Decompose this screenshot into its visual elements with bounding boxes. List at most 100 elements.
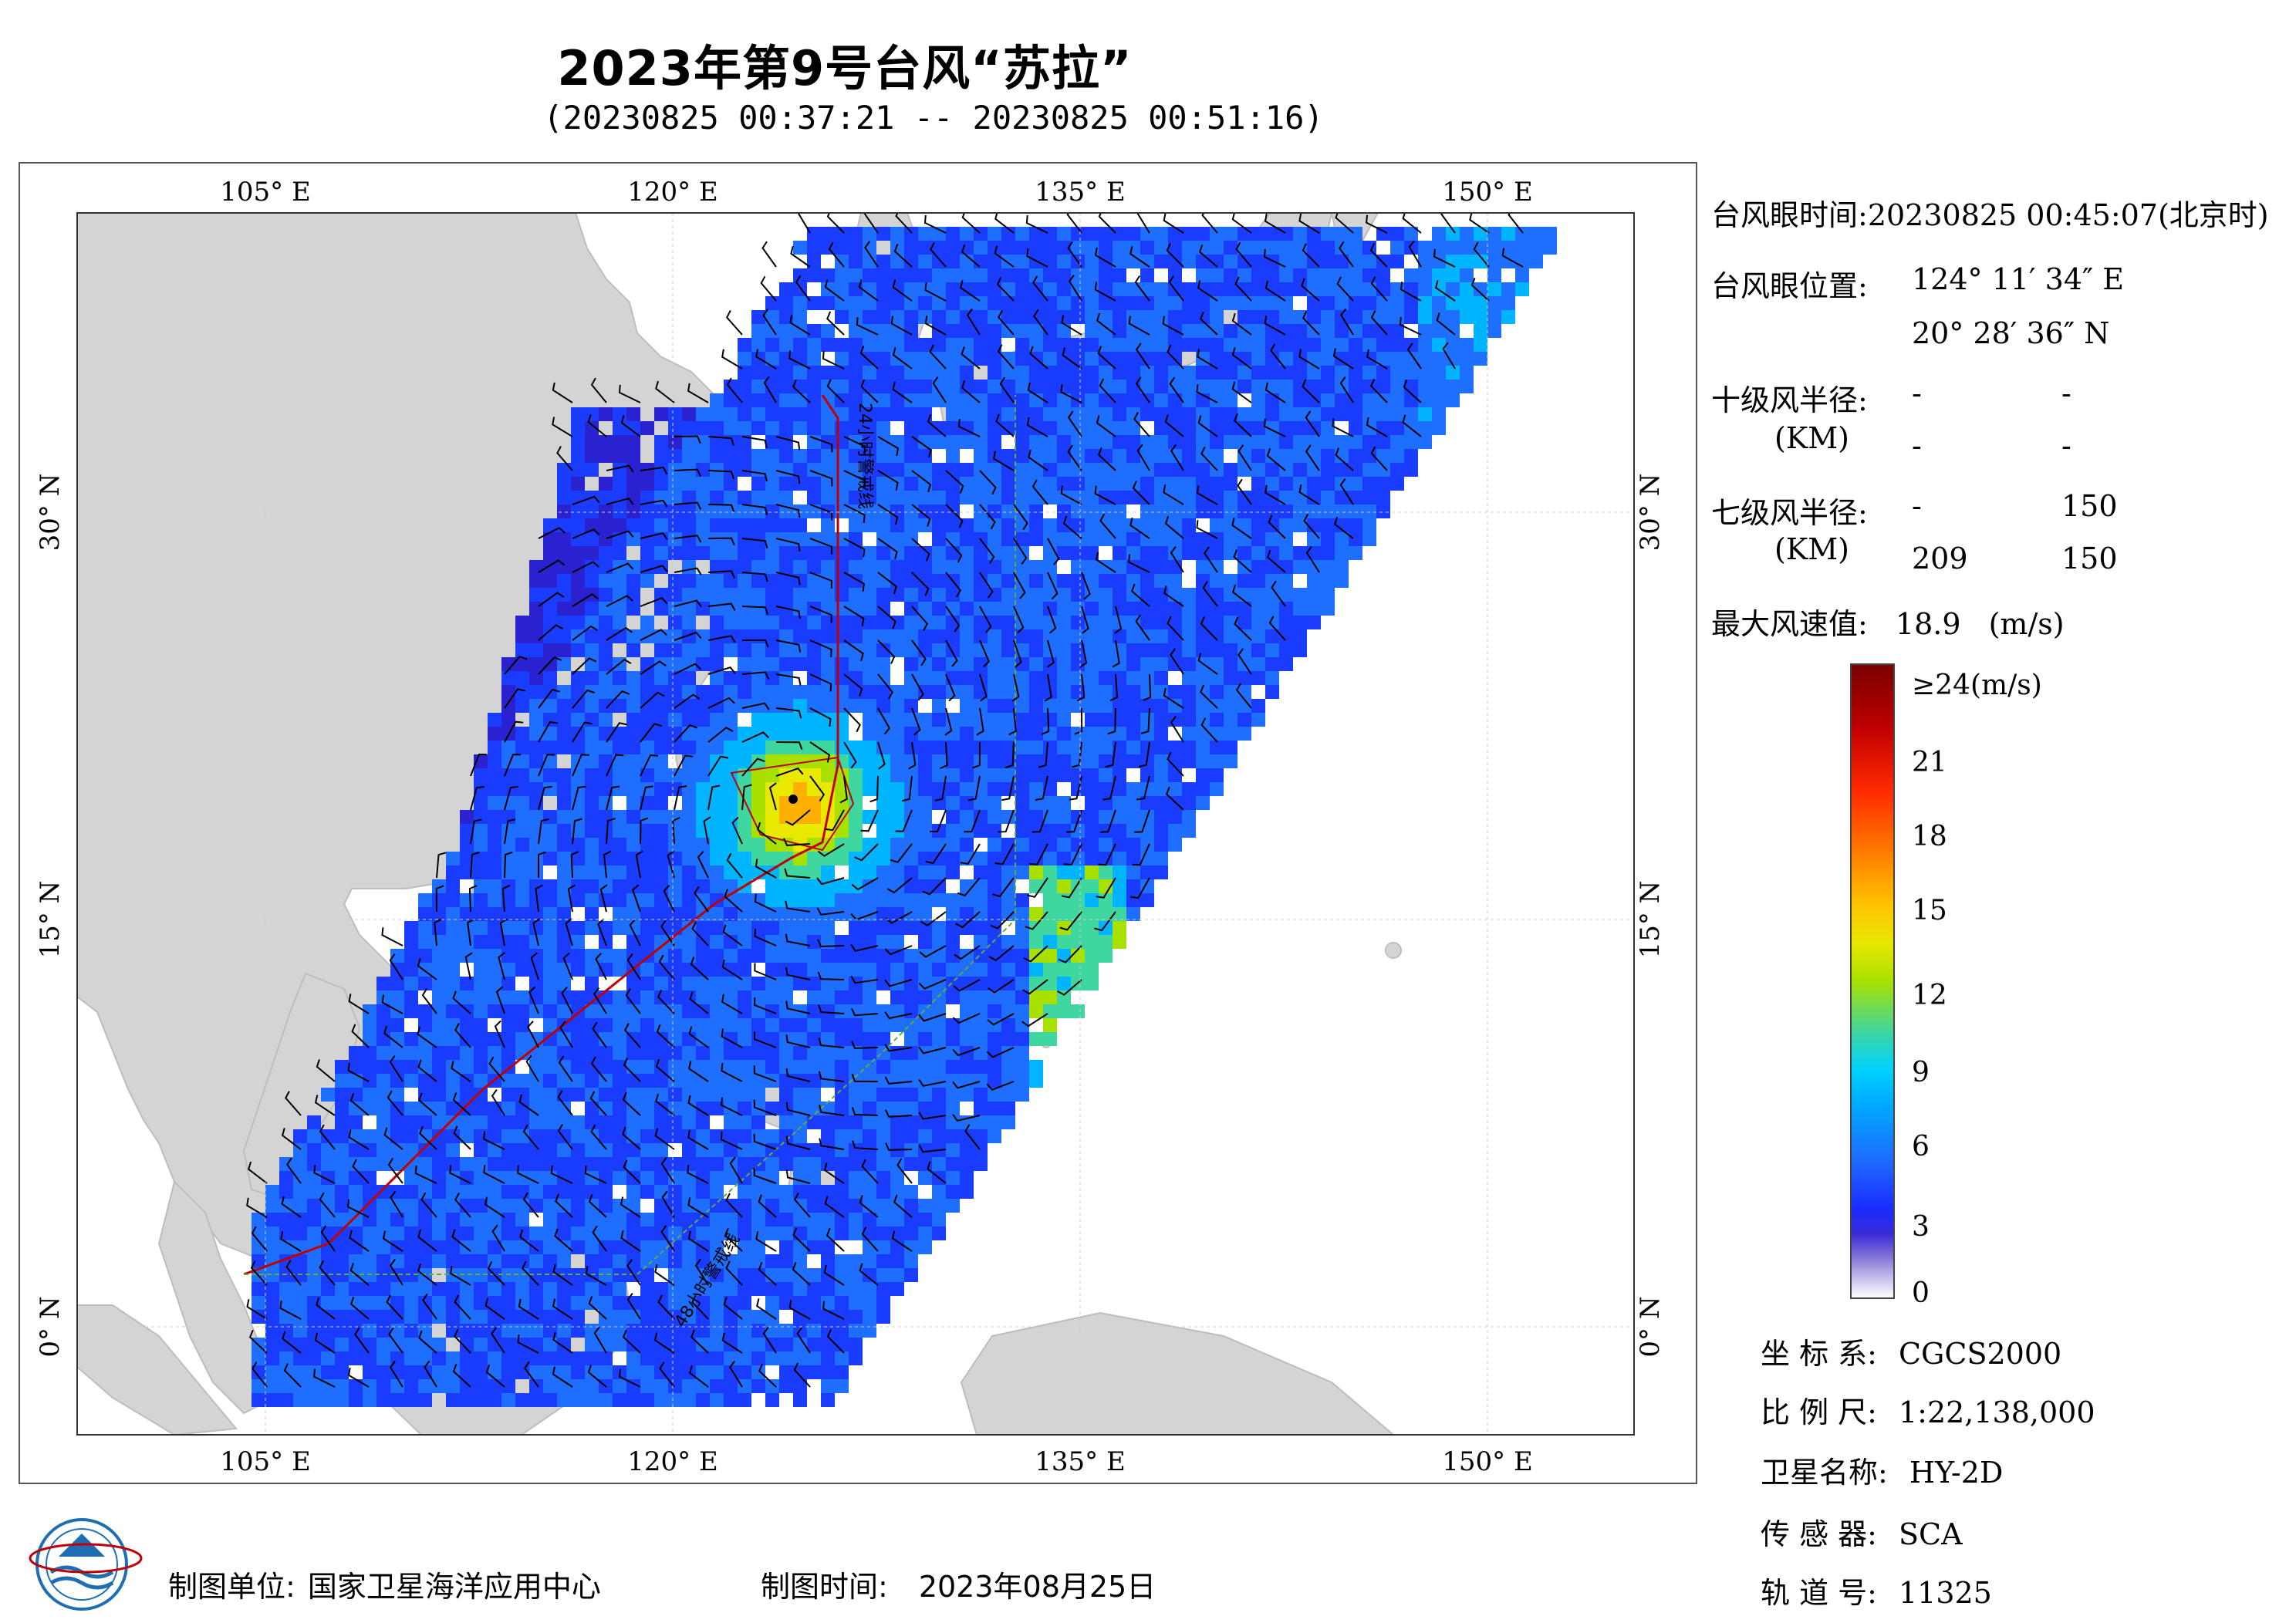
swath-cell	[738, 1393, 751, 1407]
swath-cell	[1251, 463, 1265, 477]
swath-cell	[1293, 393, 1307, 407]
swath-cell	[779, 907, 793, 921]
swath-cell	[974, 990, 988, 1004]
swath-cell	[599, 727, 613, 741]
swath-cell	[1001, 935, 1015, 949]
swath-cell	[682, 1338, 696, 1351]
swath-cell	[821, 421, 835, 435]
wind-barb	[1335, 447, 1354, 471]
swath-cell	[724, 1102, 738, 1115]
swath-cell	[1071, 865, 1085, 879]
swath-cell	[682, 796, 696, 810]
swath-cell	[1126, 574, 1140, 588]
swath-cell	[890, 741, 904, 754]
wind-barb	[707, 755, 729, 777]
wind-barb	[572, 689, 595, 709]
swath-cell	[599, 1018, 613, 1032]
swath-cell	[1460, 310, 1474, 324]
wind-barb	[828, 241, 845, 268]
swath-cell	[863, 616, 876, 629]
swath-cell	[932, 893, 946, 907]
swath-cell	[1224, 296, 1237, 310]
map-frame[interactable]: 24小时警戒线 48小时警戒线 105° E 120° E	[19, 162, 1697, 1484]
swath-cell	[1251, 532, 1265, 546]
swath-cell	[738, 1185, 751, 1199]
swath-cell	[557, 1296, 571, 1310]
wind-barb	[538, 624, 563, 641]
swath-cell	[1057, 366, 1071, 380]
swath-cell	[1182, 546, 1196, 560]
wind-field-map[interactable]: 24小时警戒线 48小时警戒线 105° E 120° E	[20, 164, 1696, 1483]
wind-barb	[1132, 481, 1150, 505]
swath-cell	[390, 1365, 404, 1379]
swath-cell	[918, 255, 932, 268]
swath-cell	[1251, 504, 1265, 518]
swath-cell	[1085, 949, 1099, 963]
swath-cell	[668, 1115, 682, 1129]
wind-barb	[1135, 376, 1150, 403]
swath-cell	[1237, 546, 1251, 560]
swath-cell	[654, 1018, 668, 1032]
swath-cell	[585, 643, 599, 657]
swath-cell	[1293, 435, 1307, 449]
swath-cell	[738, 1282, 751, 1296]
wind-barb	[606, 595, 633, 607]
swath-cell	[890, 782, 904, 796]
swath-cell	[876, 393, 890, 407]
swath-cell	[1057, 949, 1071, 963]
swath-cell	[1362, 435, 1376, 449]
swath-cell	[1126, 796, 1140, 810]
swath-cell	[613, 1157, 626, 1171]
wind-barb	[953, 979, 981, 992]
swath-cell	[1001, 296, 1015, 310]
swath-cell	[751, 560, 765, 574]
wind-barb	[790, 245, 811, 268]
swath-cell	[1321, 366, 1335, 380]
wind-barb	[1473, 241, 1490, 268]
wind-barb	[908, 741, 917, 770]
swath-cell	[1251, 671, 1265, 685]
swath-cell	[571, 1227, 585, 1240]
swath-cell	[585, 518, 599, 532]
swath-cell	[1057, 727, 1071, 741]
swath-cell	[863, 1032, 876, 1046]
swath-cell	[1071, 907, 1085, 921]
swath-cell	[1154, 227, 1168, 241]
wind-barb	[775, 707, 802, 719]
swath-cell	[1140, 657, 1154, 671]
wind-barb	[558, 1055, 573, 1082]
swath-cell	[738, 865, 751, 879]
swath-cell	[654, 963, 668, 977]
swath-cell	[501, 824, 515, 838]
swath-cell	[1113, 671, 1126, 685]
swath-cell	[501, 1393, 515, 1407]
swath-cell	[1071, 657, 1085, 671]
swath-cell	[543, 977, 557, 990]
wind-barb	[1066, 213, 1082, 234]
swath-cell	[1404, 241, 1418, 255]
swath-cell	[890, 893, 904, 907]
wind-barb	[674, 535, 702, 543]
swath-cell	[835, 1351, 849, 1365]
swath-cell	[960, 643, 974, 657]
swath-cell	[1182, 754, 1196, 768]
swath-cell	[1029, 463, 1043, 477]
swath-cell	[571, 1393, 585, 1407]
swath-cell	[1029, 296, 1043, 310]
swath-cell	[793, 754, 807, 768]
swath-cell	[349, 1310, 363, 1324]
swath-cell	[1099, 935, 1113, 949]
swath-cell	[557, 865, 571, 879]
swath-cell	[1029, 380, 1043, 393]
wind-barb	[1268, 515, 1286, 539]
swath-cell	[613, 963, 626, 977]
swath-cell	[446, 949, 460, 963]
swath-cell	[779, 282, 793, 296]
swath-cell	[835, 255, 849, 268]
swath-cell	[515, 879, 529, 893]
wind-barb	[694, 886, 709, 913]
swath-cell	[849, 241, 863, 255]
swath-cell	[1140, 296, 1154, 310]
swath-cell	[349, 1282, 363, 1296]
wind-barb	[945, 504, 964, 528]
